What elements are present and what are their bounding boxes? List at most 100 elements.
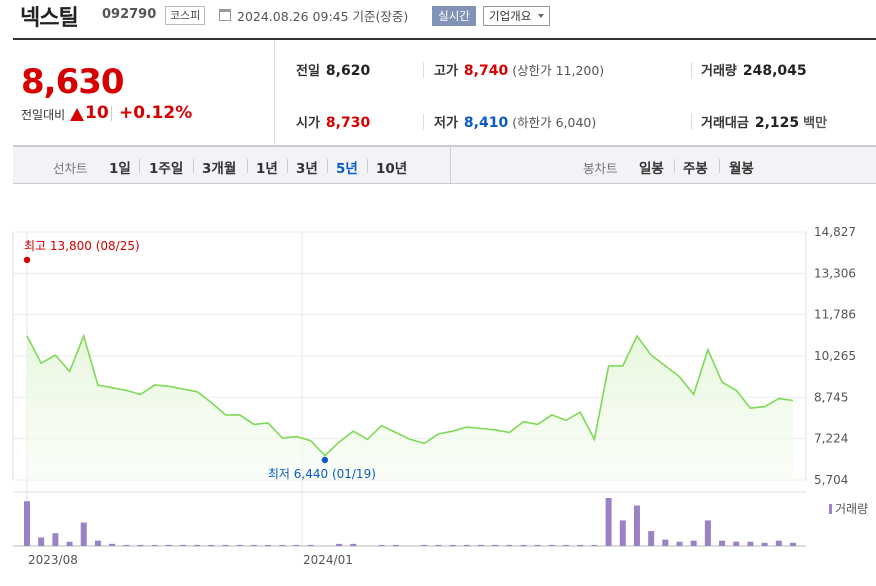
- timestamp: 2024.08.26 09:45 기준(장중): [237, 9, 409, 24]
- volume-bar: [123, 544, 130, 546]
- period-1d[interactable]: 1일: [109, 161, 131, 177]
- volume-bar: [733, 541, 740, 546]
- volume-bar: [591, 544, 598, 546]
- amount-unit: 백만: [803, 116, 828, 131]
- volume-bar: [80, 522, 87, 546]
- volume-bar: [24, 501, 30, 546]
- period-10y[interactable]: 10년: [376, 161, 408, 177]
- volume-bar: [704, 520, 711, 546]
- volume-bar: [492, 544, 499, 546]
- amount-value: 2,125: [754, 115, 800, 131]
- volume-bar: [449, 544, 456, 546]
- change-percent: +0.12%: [119, 103, 193, 123]
- amount-label: 거래대금: [701, 116, 749, 131]
- volume-bar: [719, 540, 726, 546]
- volume-bar: [378, 544, 385, 546]
- volume-bar: [293, 544, 300, 546]
- volume-bar: [250, 544, 257, 546]
- volume-bar: [577, 544, 584, 546]
- period-1y[interactable]: 1년: [256, 161, 278, 177]
- volume-bar: [279, 544, 286, 546]
- realtime-button[interactable]: 실시간: [432, 6, 476, 26]
- volume-bar: [307, 544, 314, 546]
- period-3y[interactable]: 3년: [296, 161, 318, 177]
- volume-bar: [180, 544, 187, 546]
- volume-bar: [38, 537, 45, 546]
- x-tick-label: 2024/01: [303, 553, 353, 567]
- volume-bar: [336, 543, 343, 546]
- volume-bar: [534, 544, 541, 546]
- divider: [327, 159, 328, 173]
- high-label: 고가: [434, 64, 458, 79]
- volume-bar: [563, 544, 570, 546]
- up-triangle-icon: [70, 108, 84, 121]
- divider: [691, 114, 692, 130]
- volume-value: 248,045: [742, 63, 807, 79]
- volume-bar: [109, 543, 116, 546]
- volume-bar: [208, 544, 215, 546]
- low-price: 저가 8,410 (하한가 6,040): [434, 112, 596, 131]
- volume-legend-swatch: [829, 504, 832, 514]
- low-value: 8,410: [463, 115, 509, 131]
- period-3m[interactable]: 3개월: [202, 161, 237, 177]
- volume-bar: [761, 542, 768, 546]
- high-price: 고가 8,740 (상한가 11,200): [434, 60, 604, 79]
- period-5y[interactable]: 5년: [336, 161, 358, 177]
- volume: 거래량 248,045: [701, 60, 807, 79]
- change-label: 전일대비: [21, 108, 66, 122]
- y-tick-label: 10,265: [814, 349, 856, 363]
- y-tick-label: 8,745: [814, 390, 848, 404]
- x-tick-label: 2023/08: [28, 553, 78, 567]
- divider: [111, 106, 112, 121]
- line-chart-label: 선차트: [53, 161, 88, 176]
- volume-bar: [66, 541, 73, 546]
- volume-label: 거래량: [701, 64, 737, 79]
- volume-bar: [747, 541, 754, 546]
- upper-limit: (상한가 11,200): [512, 63, 605, 78]
- low-marker: [321, 456, 329, 464]
- price-area: [27, 336, 793, 480]
- period-1w[interactable]: 1주일: [149, 161, 184, 177]
- open-value: 8,730: [325, 115, 371, 131]
- volume-bar: [477, 544, 484, 546]
- high-label: 최고 13,800 (08/25): [24, 239, 140, 253]
- open-price: 시가 8,730: [296, 112, 370, 131]
- volume-legend-label: 거래량: [835, 502, 868, 516]
- volume-bar: [194, 544, 201, 546]
- prev-close-label: 전일: [296, 64, 320, 79]
- volume-bar: [265, 544, 272, 546]
- open-label: 시가: [296, 116, 320, 131]
- volume-bar: [137, 544, 144, 546]
- candle-daily[interactable]: 일봉: [639, 161, 664, 177]
- current-price-box: 8,630 전일대비 10 +0.12%: [13, 40, 275, 146]
- price-chart[interactable]: 14,827 13,306 11,786 10,265 8,745 7,224 5,704 최…: [0, 200, 876, 586]
- volume-bar: [690, 540, 697, 546]
- candle-monthly[interactable]: 월봉: [729, 161, 754, 177]
- divider: [719, 159, 720, 173]
- volume-bar: [520, 544, 527, 546]
- price-summary: 8,630 전일대비 10 +0.12% 전일 8,620 고가 8,740 (상한가…: [13, 38, 876, 146]
- y-tick-label: 7,224: [814, 432, 848, 446]
- divider: [674, 159, 675, 173]
- low-label: 최저 6,440 (01/19): [268, 467, 376, 481]
- company-overview-label: 기업개요: [489, 9, 532, 23]
- y-tick-label: 11,786: [814, 308, 856, 322]
- stock-name: 넥스틸: [20, 6, 79, 31]
- volume-bar: [421, 544, 428, 546]
- divider: [423, 62, 424, 78]
- volume-bar: [463, 544, 470, 546]
- candle-weekly[interactable]: 주봉: [683, 161, 708, 177]
- divider: [450, 147, 451, 184]
- lower-limit: (하한가 6,040): [512, 115, 597, 130]
- volume-bar: [151, 544, 158, 546]
- stock-header: 넥스틸 092790 코스피 2024.08.26 09:45 기준(장중) 실…: [0, 0, 876, 36]
- volume-bar: [392, 544, 399, 546]
- divider: [287, 159, 288, 173]
- company-overview-button[interactable]: 기업개요: [483, 6, 550, 26]
- caret-down-icon: [538, 14, 544, 18]
- volume-bar: [236, 544, 243, 546]
- volume-bar: [648, 531, 655, 546]
- volume-bar: [94, 540, 101, 546]
- volume-bar: [165, 544, 172, 546]
- volume-bar: [605, 498, 612, 546]
